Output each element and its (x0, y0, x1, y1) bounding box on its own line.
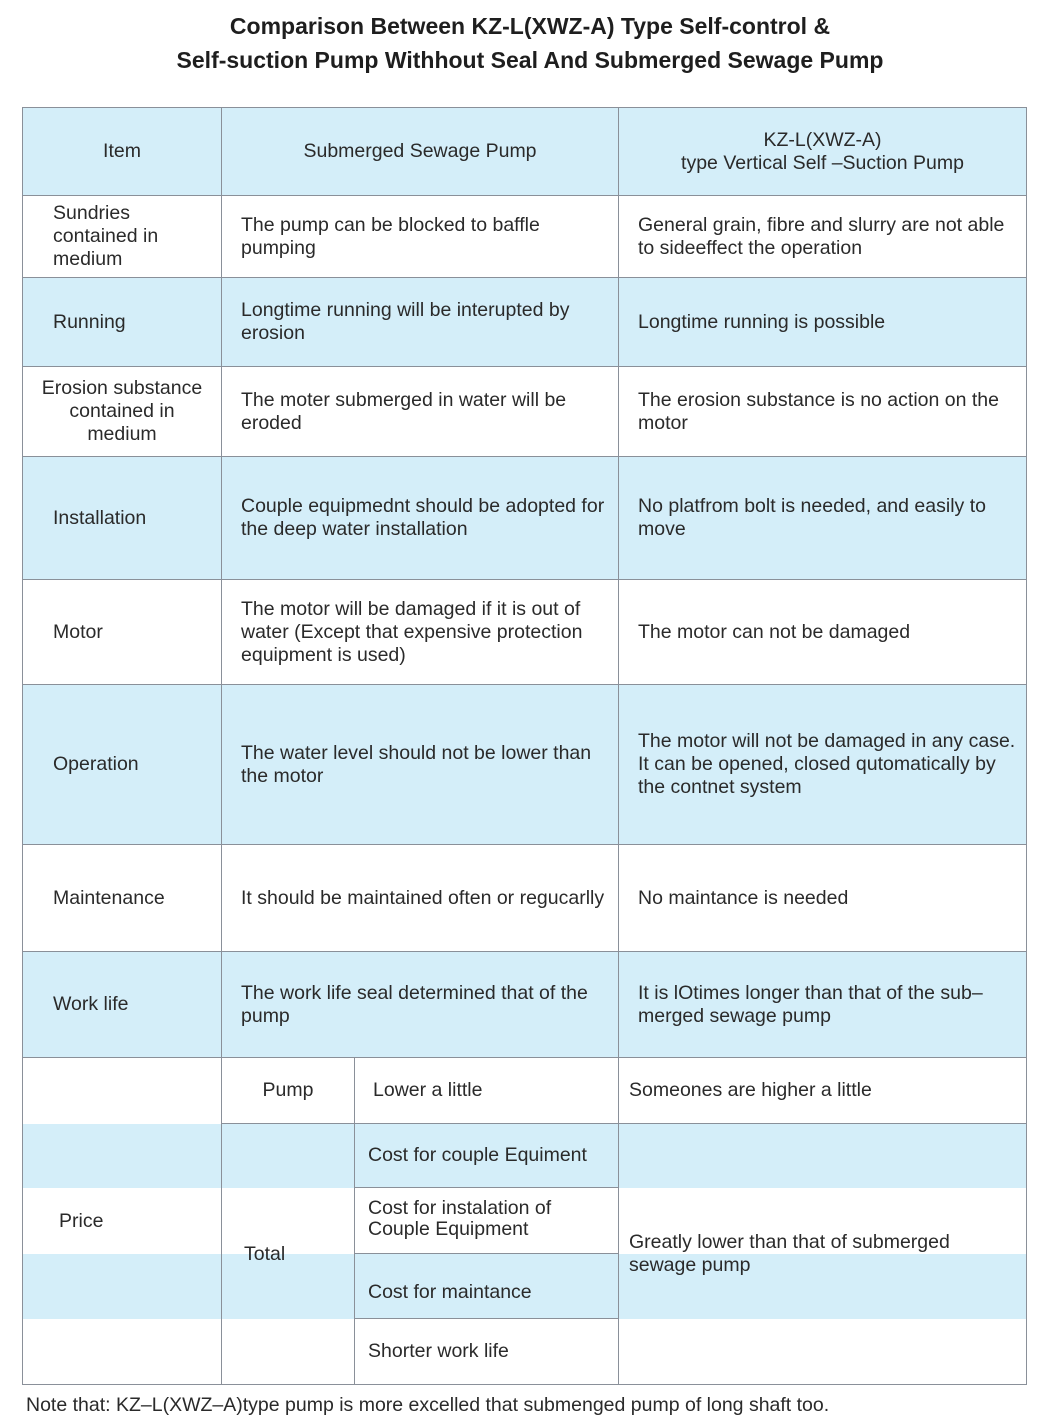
row-item-label: Running (22, 277, 222, 367)
row-kz-cell: Longtime running is possible (618, 277, 1027, 367)
band (23, 952, 1027, 1058)
row-item-label: Sundries contained in medium (22, 195, 222, 278)
price-pump-submerged: Lower a little (354, 1057, 619, 1124)
band (23, 278, 1027, 367)
row-submerged-cell: Longtime running will be interupted by e… (221, 277, 619, 367)
header-submerged: Submerged Sewage Pump (221, 107, 619, 196)
price-total-item: Cost for maintance (354, 1253, 619, 1319)
row-item-label: Motor (22, 579, 222, 685)
price-total-item: Shorter work life (354, 1318, 619, 1385)
price-label: Price (22, 1057, 222, 1385)
row-item-label: Installation (22, 456, 222, 580)
row-item-label: Maintenance (22, 844, 222, 952)
price-total-item: Cost for instalation of Couple Equipment (354, 1187, 619, 1254)
document-title: Comparison Between KZ-L(XWZ-A) Type Self… (0, 9, 1060, 77)
row-kz-cell: The erosion substance is no action on th… (618, 366, 1027, 457)
band (23, 1124, 1027, 1188)
row-item-label: Erosion substance contained in medium (22, 366, 222, 457)
price-pump-label: Pump (221, 1057, 355, 1124)
price-total-kz: Greatly lower than that of submerged sew… (618, 1123, 1027, 1385)
row-item-label: Operation (22, 684, 222, 845)
row-kz-cell: General grain, fibre and slurry are not … (618, 195, 1027, 278)
row-submerged-cell: The pump can be blocked to baffle pumpin… (221, 195, 619, 278)
row-submerged-cell: The moter submerged in water will be ero… (221, 366, 619, 457)
price-total-label: Total (221, 1123, 355, 1385)
row-kz-cell: It is lOtimes longer than that of the su… (618, 951, 1027, 1058)
band (23, 685, 1027, 845)
row-submerged-cell: It should be maintained often or regucar… (221, 844, 619, 952)
row-submerged-cell: The work life seal determined that of th… (221, 951, 619, 1058)
band (23, 108, 1027, 196)
row-item-label: Work life (22, 951, 222, 1058)
title-line-2: Self-suction Pump Withhout Seal And Subm… (176, 47, 884, 73)
price-total-item: Cost for couple Equiment (354, 1123, 619, 1188)
row-submerged-cell: The water level should not be lower than… (221, 684, 619, 845)
band (23, 457, 1027, 580)
header-kz: KZ-L(XWZ-A) type Vertical Self –Suction P… (618, 107, 1027, 196)
row-kz-cell: No maintance is needed (618, 844, 1027, 952)
row-submerged-cell: The motor will be damaged if it is out o… (221, 579, 619, 685)
header-kz-line1: KZ-L(XWZ-A) (763, 128, 882, 151)
footnote: Note that: KZ–L(XWZ–A)type pump is more … (26, 1394, 830, 1416)
row-submerged-cell: Couple equipmednt should be adopted for … (221, 456, 619, 580)
row-kz-cell: The motor will not be damaged in any cas… (618, 684, 1027, 845)
row-kz-cell: The motor can not be damaged (618, 579, 1027, 685)
header-kz-line2: type Vertical Self –Suction Pump (681, 151, 964, 174)
band (23, 1254, 1027, 1319)
price-pump-kz: Someones are higher a little (618, 1057, 1027, 1124)
header-item: Item (22, 107, 222, 196)
title-line-1: Comparison Between KZ-L(XWZ-A) Type Self… (229, 13, 831, 39)
row-kz-cell: No platfrom bolt is needed, and easily t… (618, 456, 1027, 580)
